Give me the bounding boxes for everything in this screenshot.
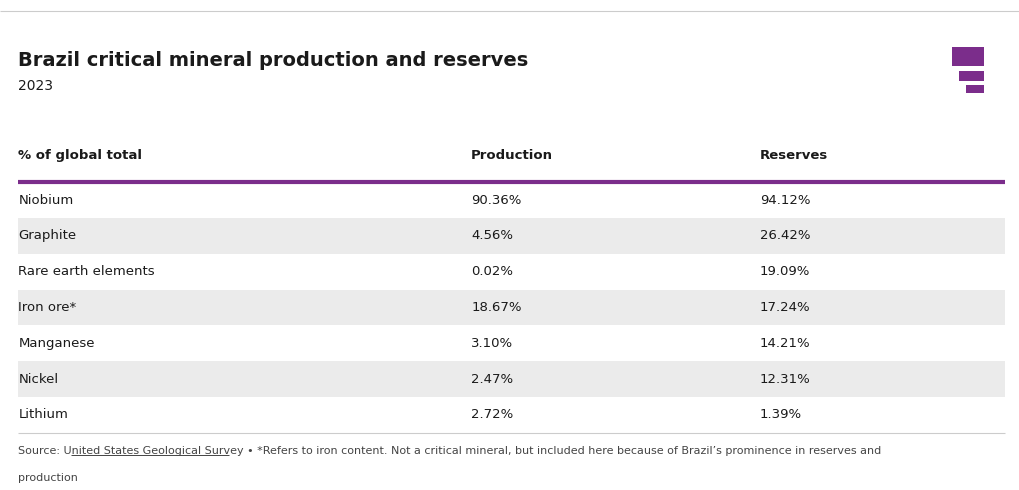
- Text: Brazil critical mineral production and reserves: Brazil critical mineral production and r…: [18, 51, 528, 71]
- Text: Niobium: Niobium: [18, 194, 73, 207]
- Text: Rare earth elements: Rare earth elements: [18, 265, 155, 278]
- Text: 2023: 2023: [18, 79, 53, 94]
- Text: 2.47%: 2.47%: [471, 372, 513, 386]
- Text: Reserves: Reserves: [759, 149, 827, 163]
- Text: 0.02%: 0.02%: [471, 265, 513, 278]
- Text: 18.67%: 18.67%: [471, 301, 522, 314]
- Text: Manganese: Manganese: [18, 337, 95, 350]
- Text: 1.39%: 1.39%: [759, 408, 801, 421]
- Text: 4.56%: 4.56%: [471, 229, 513, 243]
- Text: 90.36%: 90.36%: [471, 194, 521, 207]
- Text: 94.12%: 94.12%: [759, 194, 810, 207]
- Text: 3.10%: 3.10%: [471, 337, 513, 350]
- Text: Iron ore*: Iron ore*: [18, 301, 76, 314]
- Text: production: production: [18, 473, 78, 483]
- Text: Source: United States Geological Survey • *Refers to iron content. Not a critica: Source: United States Geological Survey …: [18, 446, 880, 456]
- Text: Nickel: Nickel: [18, 372, 58, 386]
- Text: % of global total: % of global total: [18, 149, 143, 163]
- Text: 19.09%: 19.09%: [759, 265, 809, 278]
- Text: Graphite: Graphite: [18, 229, 76, 243]
- Text: 26.42%: 26.42%: [759, 229, 810, 243]
- Text: Lithium: Lithium: [18, 408, 68, 421]
- Text: Production: Production: [471, 149, 552, 163]
- Text: 2.72%: 2.72%: [471, 408, 513, 421]
- Text: 17.24%: 17.24%: [759, 301, 810, 314]
- Text: 14.21%: 14.21%: [759, 337, 810, 350]
- Text: 12.31%: 12.31%: [759, 372, 810, 386]
